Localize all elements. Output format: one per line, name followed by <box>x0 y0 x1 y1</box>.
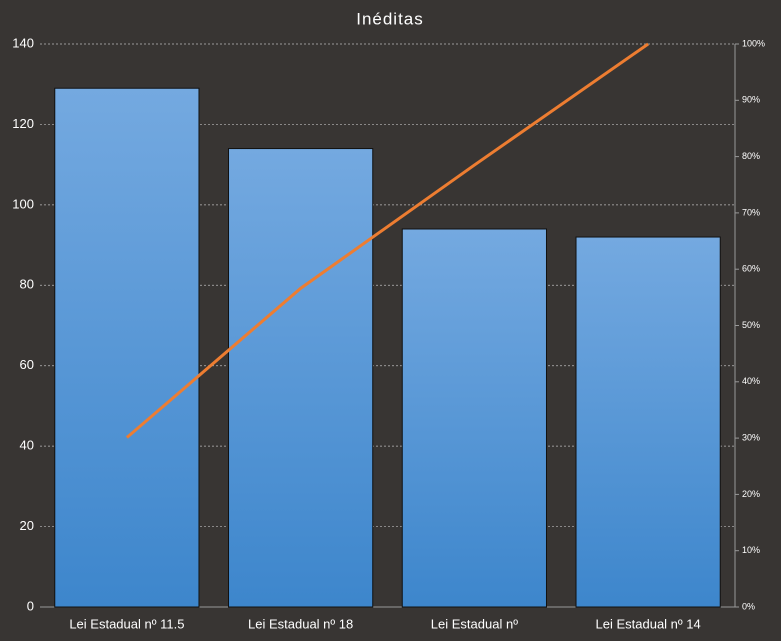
y2-tick-label: 80% <box>742 151 760 161</box>
y2-tick-label: 90% <box>742 95 760 105</box>
x-tick-label: Lei Estadual nº <box>431 616 518 631</box>
y-tick-label: 100 <box>12 196 34 211</box>
y2-tick-label: 60% <box>742 264 760 274</box>
bar <box>401 228 547 608</box>
y2-tick-label: 0% <box>742 601 755 611</box>
y2-tick-label: 50% <box>742 320 760 330</box>
y-tick-label: 120 <box>12 116 34 131</box>
y-tick-label: 140 <box>12 35 34 50</box>
y-tick-label: 60 <box>20 357 34 372</box>
y2-tick-label: 70% <box>742 207 760 217</box>
x-tick-label: Lei Estadual nº 14 <box>596 616 701 631</box>
y2-tick-label: 30% <box>742 432 760 442</box>
y-tick-label: 80 <box>20 277 34 292</box>
y-tick-label: 40 <box>20 438 34 453</box>
y2-tick-label: 20% <box>742 489 760 499</box>
chart-title: Inéditas <box>356 9 424 28</box>
bar <box>228 148 374 608</box>
cumulative-line <box>125 42 649 439</box>
x-tick-label: Lei Estadual nº 11.5 <box>69 616 184 631</box>
y-tick-label: 0 <box>27 598 34 613</box>
y2-tick-label: 100% <box>742 38 765 48</box>
y-tick-label: 20 <box>20 518 34 533</box>
y2-tick-label: 40% <box>742 376 760 386</box>
bar <box>575 236 721 608</box>
bar <box>54 87 200 608</box>
y2-tick-label: 10% <box>742 545 760 555</box>
x-tick-label: Lei Estadual nº 18 <box>248 616 353 631</box>
